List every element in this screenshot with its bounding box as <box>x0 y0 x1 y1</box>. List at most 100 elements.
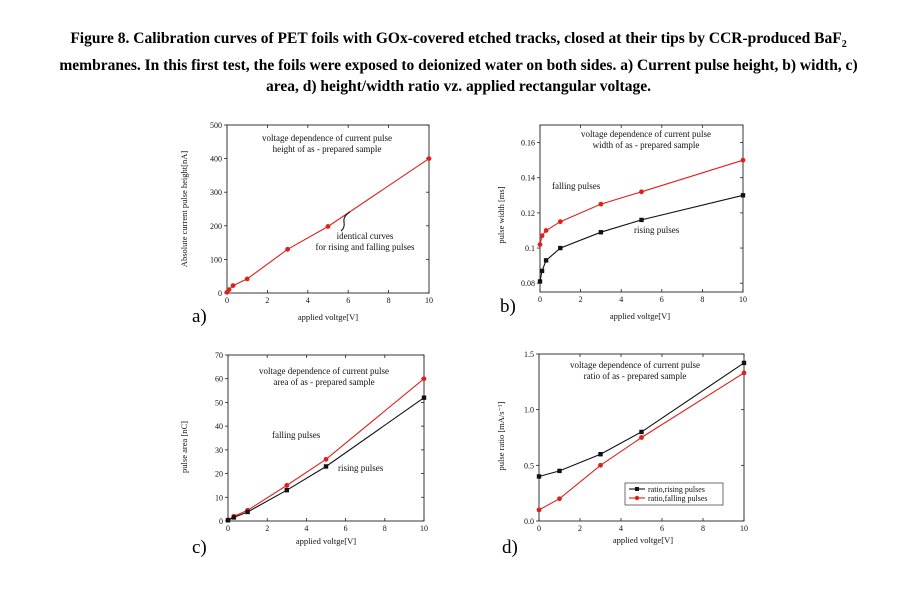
panel-a-series-0-point <box>325 224 331 229</box>
panel-a-y-tick-label: 400 <box>210 155 222 164</box>
panel-d-series-0-point <box>639 429 644 435</box>
panel-b-y-tick-label: 0.16 <box>521 139 535 148</box>
panel-b-series-0-point <box>598 201 604 207</box>
panel-b-series-0-point <box>539 233 545 239</box>
panel-d-y-tick-label: 1.0 <box>524 406 534 415</box>
panel-d-series-1-point <box>639 435 644 440</box>
caption-line-3: area, d) height/width ratio vz. applied … <box>266 78 651 96</box>
panel-a-annotation-1-line: for rising and falling pulses <box>316 242 415 252</box>
panel-d-legend-box <box>624 482 724 506</box>
panel-b-series-1-point <box>639 217 644 223</box>
panel-d-y-axis-title: pulse ratio [mA/s⁻¹] <box>496 401 506 470</box>
panel-b-series-1-point <box>740 193 746 198</box>
panel-c-series-1-point <box>245 509 250 515</box>
panel-a-x-tick-label: 10 <box>425 296 433 305</box>
panel-b-y-tick-label: 0.08 <box>521 279 535 288</box>
panel-b-annotation-0-line: width of as - prepared sample <box>593 140 700 150</box>
panel-d-x-tick-label: 0 <box>537 524 541 533</box>
panel-c-y-tick-label: 10 <box>215 493 223 502</box>
panel-c-y-axis-title: pulse area [nC] <box>179 421 189 473</box>
panel-c-series-0-point <box>421 376 427 382</box>
panel-b-series-1-line <box>539 194 744 282</box>
panel-c-annotation-2-line: rising pulses <box>338 463 384 473</box>
panel-b-x-tick-label: 10 <box>739 295 747 304</box>
panel-a-y-tick-label: 200 <box>210 222 222 231</box>
panel-b-series-0-point <box>639 189 644 195</box>
panel-d-series-0-point <box>598 452 603 457</box>
panel-b-y-tick-label: 0.12 <box>521 209 535 218</box>
panel-a-series-0-point <box>226 287 232 293</box>
panel-c-annotation-1-line: falling pulses <box>272 430 321 440</box>
panel-b-x-tick-label: 4 <box>619 295 623 304</box>
panel-a-x-tick-label: 6 <box>346 296 350 305</box>
panel-a-label: a) <box>192 306 207 327</box>
panel-c-series-1-point <box>231 515 237 520</box>
panel-b-x-tick-label: 6 <box>660 295 664 304</box>
panel-b-annotation-0-line: voltage dependence of current pulse <box>581 129 711 139</box>
panel-d-x-tick-label: 8 <box>701 524 705 533</box>
panel-d-series-1-point <box>598 462 603 468</box>
panel-b-annotation-2-line: rising pulses <box>634 225 680 235</box>
panel-a-plot-frame <box>226 124 430 294</box>
panel-a-y-tick-label: 300 <box>210 188 222 197</box>
panel-b-x-axis-title: applied voltge[V] <box>610 311 670 321</box>
panel-b-series-0-point <box>543 228 549 233</box>
panel-c-x-tick-label: 4 <box>304 524 308 533</box>
panel-a-series-0-point <box>426 156 432 162</box>
panel-b-y-axis-title: pulse width [ms] <box>496 186 506 243</box>
panel-c-x-axis-title: applied voltge[V] <box>296 536 356 546</box>
panel-b-series-1-point <box>539 268 545 274</box>
panel-a-annotation-1-line: identical curves <box>337 231 394 241</box>
panel-c-series-1-point <box>323 464 329 469</box>
panel-c-x-tick-label: 2 <box>265 524 269 533</box>
panel-a-y-axis-title: Absolute current pulse height[nA] <box>179 151 189 268</box>
panel-d-annotation-0-line: ratio of as - prepared sample <box>584 371 687 381</box>
panel-c-series-0-point <box>323 456 329 462</box>
panel-c-series-0-line <box>227 378 425 521</box>
panel-a-annotation-0-line: voltage dependence of current pulse <box>262 133 392 143</box>
panel-d-y-tick-label: 1.5 <box>524 350 534 359</box>
panel-a-series-0-point <box>230 283 236 289</box>
panel-b-y-tick-label: 0.14 <box>521 174 535 183</box>
panel-d-legend-marker <box>634 495 640 501</box>
panel-d-series-0-point <box>536 474 542 479</box>
panel-c-annotation-0-line: area of as - prepared sample <box>273 377 374 387</box>
panel-d-series-1-point <box>557 496 562 502</box>
caption-line-2: membranes. In this first test, the foils… <box>59 57 858 75</box>
panel-a-x-tick-label: 2 <box>265 296 269 305</box>
panel-c-series-0-point <box>284 483 290 488</box>
panel-c-y-tick-label: 70 <box>215 351 223 360</box>
panel-d-series-0-point <box>741 360 747 366</box>
panel-c-y-tick-label: 40 <box>215 422 223 431</box>
panel-c-x-tick-label: 0 <box>226 524 230 533</box>
panel-b-label: b) <box>500 296 516 317</box>
panel-d-series-1-point <box>536 507 542 513</box>
panel-b-x-tick-label: 8 <box>700 295 704 304</box>
panel-b-x-tick-label: 0 <box>538 295 542 304</box>
panel-b-annotation-1-line: falling pulses <box>552 181 601 191</box>
panel-a-annotation-0-line: height of as - prepared sample <box>273 144 382 154</box>
panel-b-series-1-point <box>537 279 543 284</box>
panel-d-legend-marker <box>635 487 639 491</box>
panel-b-series-0-point <box>557 219 563 225</box>
panel-c-y-tick-label: 50 <box>215 398 223 407</box>
panel-d-x-tick-label: 4 <box>619 524 623 533</box>
panel-d-series-1-point <box>741 370 747 376</box>
panel-b-y-tick-label: 0.1 <box>525 244 535 253</box>
panel-c-y-tick-label: 60 <box>215 375 223 384</box>
figure-caption: Figure 8. Calibration curves of PET foil… <box>20 28 897 97</box>
panel-c-y-tick-label: 30 <box>215 446 223 455</box>
panel-d-legend-label: ratio,rising pulses <box>648 485 705 494</box>
panel-a-x-axis-title: applied voltge[V] <box>298 312 358 322</box>
panel-a-y-tick-label: 500 <box>210 121 222 130</box>
panel-a-annotation-pointer <box>340 211 351 232</box>
panel-d-plot-frame <box>538 353 745 522</box>
panel-c-label: c) <box>192 537 207 558</box>
panel-d-legend-label: ratio,falling pulses <box>648 494 708 503</box>
panel-b-series-1-point <box>558 245 563 251</box>
panel-d-y-tick-label: 0.5 <box>524 461 534 470</box>
caption-line-1: Figure 8. Calibration curves of PET foil… <box>70 30 847 51</box>
panel-c-y-tick-label: 20 <box>215 470 223 479</box>
panel-d-series-0-point <box>557 468 562 474</box>
